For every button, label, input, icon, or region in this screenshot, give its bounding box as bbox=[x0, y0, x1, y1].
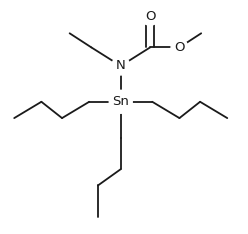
Circle shape bbox=[112, 57, 130, 75]
Circle shape bbox=[109, 90, 132, 113]
Circle shape bbox=[142, 9, 158, 25]
Circle shape bbox=[171, 39, 188, 56]
Text: N: N bbox=[116, 59, 126, 72]
Text: O: O bbox=[174, 41, 185, 54]
Text: Sn: Sn bbox=[112, 95, 129, 108]
Text: O: O bbox=[145, 11, 155, 23]
